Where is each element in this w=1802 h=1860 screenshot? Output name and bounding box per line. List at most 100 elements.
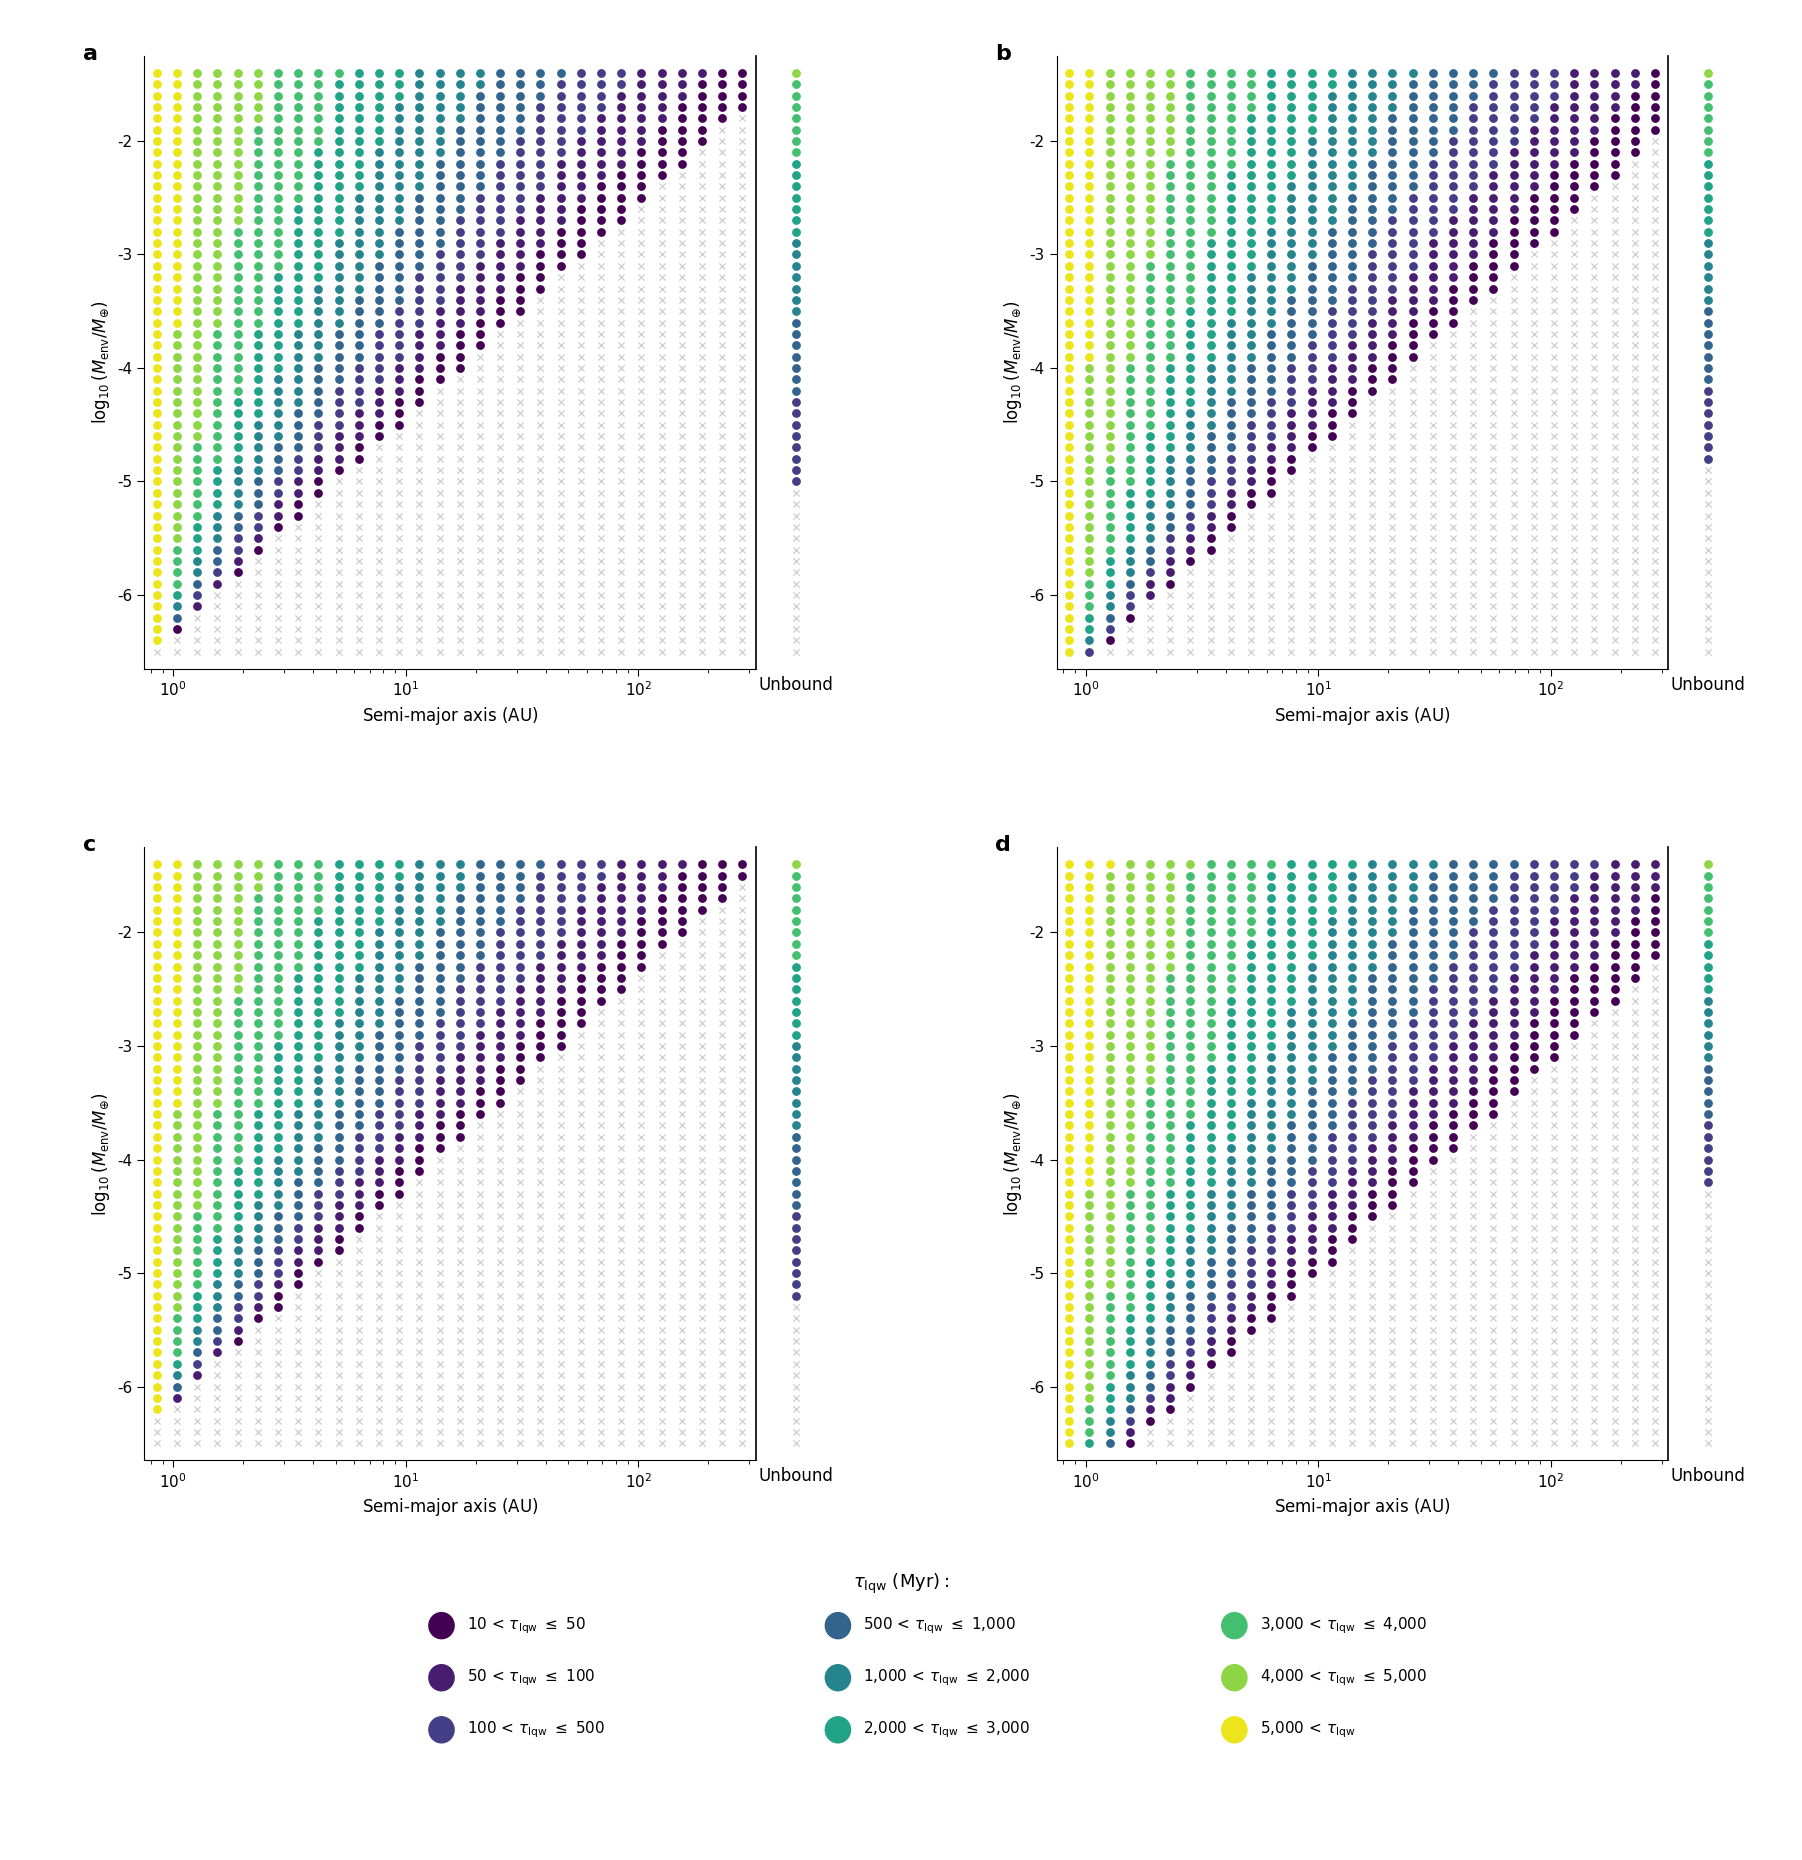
Point [728, 591, 757, 621]
Point [607, 1066, 636, 1096]
Point [1438, 1110, 1467, 1140]
Point [782, 872, 811, 902]
Point [405, 625, 434, 655]
Point [688, 251, 717, 281]
Point [204, 986, 232, 1016]
Point [1379, 1246, 1407, 1276]
Point [384, 1190, 413, 1220]
Point [1216, 547, 1245, 577]
Point [405, 569, 434, 599]
Point [324, 1282, 353, 1311]
Point [1256, 975, 1285, 1004]
Point [1600, 558, 1629, 588]
Point [1438, 1019, 1467, 1049]
Point [305, 1008, 333, 1038]
Point [1054, 1088, 1083, 1118]
Point [1379, 906, 1407, 936]
Point [1278, 1304, 1306, 1334]
Point [243, 1270, 272, 1300]
Point [243, 1168, 272, 1198]
Point [1600, 941, 1629, 971]
Point [1216, 917, 1245, 947]
Point [1357, 895, 1386, 924]
Point [506, 273, 535, 303]
Point [384, 1008, 413, 1038]
Point [1096, 1293, 1124, 1322]
Point [587, 342, 616, 372]
Point [1398, 1019, 1427, 1049]
Point [1499, 273, 1528, 303]
Point [1216, 1110, 1245, 1140]
Point [405, 1282, 434, 1311]
Point [647, 1360, 676, 1389]
Point [1580, 398, 1609, 428]
Point [708, 558, 737, 588]
Point [782, 884, 811, 913]
Point [566, 997, 595, 1027]
Point [204, 478, 232, 508]
Point [546, 91, 575, 121]
Point [182, 365, 211, 394]
Point [1580, 1224, 1609, 1254]
Point [1256, 1235, 1285, 1265]
Point [1256, 1304, 1285, 1334]
Point [364, 205, 393, 234]
Point [1620, 952, 1649, 982]
Point [1076, 456, 1105, 485]
Point [1460, 1337, 1488, 1367]
Point [688, 80, 717, 110]
Point [182, 1110, 211, 1140]
Point [627, 558, 656, 588]
Point [1216, 580, 1245, 610]
Point [1398, 285, 1427, 314]
Point [1479, 193, 1508, 223]
Point [425, 997, 454, 1027]
Point [223, 365, 252, 394]
Point [1096, 1190, 1124, 1220]
Point [204, 331, 232, 361]
Point [364, 1030, 393, 1060]
Point [506, 138, 535, 167]
Point [1236, 1179, 1265, 1209]
Point [1519, 331, 1548, 361]
Point [506, 1179, 535, 1209]
Point [1197, 489, 1225, 519]
Point [1460, 850, 1488, 880]
Point [587, 445, 616, 474]
Point [1561, 91, 1589, 121]
Point [1539, 296, 1568, 326]
Point [1256, 1270, 1285, 1300]
Point [1054, 160, 1083, 190]
Point [162, 285, 191, 314]
Point [506, 500, 535, 530]
Point [728, 1008, 757, 1038]
Point [1519, 1133, 1548, 1162]
Point [425, 1270, 454, 1300]
Point [566, 850, 595, 880]
Point [1197, 1066, 1225, 1096]
Point [1580, 500, 1609, 530]
Point [465, 603, 494, 632]
Point [607, 229, 636, 259]
Point [324, 975, 353, 1004]
Point [1096, 986, 1124, 1016]
Point [1580, 138, 1609, 167]
Point [607, 193, 636, 223]
Point [1460, 1190, 1488, 1220]
Point [405, 1224, 434, 1254]
Point [1357, 1282, 1386, 1311]
Point [1177, 1213, 1206, 1242]
Point [1357, 997, 1386, 1027]
Point [1317, 1155, 1346, 1185]
Point [1155, 512, 1184, 541]
Point [1096, 342, 1124, 372]
Point [1620, 445, 1649, 474]
Point [1236, 193, 1265, 223]
Point [1418, 1213, 1447, 1242]
Point [647, 1110, 676, 1140]
Point [425, 603, 454, 632]
Point [243, 365, 272, 394]
Point [1317, 547, 1346, 577]
Text: 3,000 < $\tau_{\rm lqw}$ $\leq$ 4,000: 3,000 < $\tau_{\rm lqw}$ $\leq$ 4,000 [1260, 1614, 1427, 1637]
Point [1561, 205, 1589, 234]
